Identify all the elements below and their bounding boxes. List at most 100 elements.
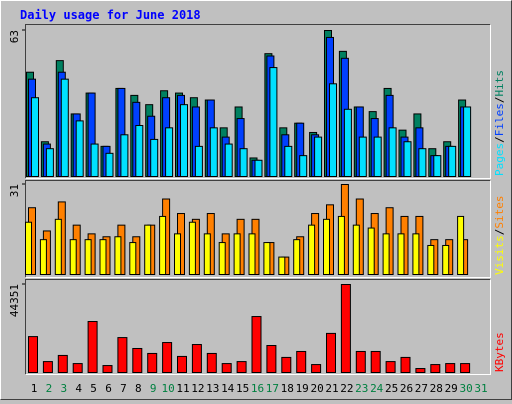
panel-frame-light [25, 279, 491, 375]
x-tick-label: 21 [325, 382, 338, 395]
bar [120, 134, 129, 178]
bar [296, 350, 307, 373]
bar [251, 316, 262, 373]
x-tick-label: 9 [150, 382, 157, 395]
x-tick-label: 10 [161, 382, 174, 395]
x-tick-label: 3 [60, 382, 67, 395]
bar [54, 218, 62, 276]
bar [162, 342, 173, 373]
bar [31, 97, 39, 177]
bar [75, 120, 84, 177]
bar [221, 363, 232, 374]
bar [105, 152, 114, 177]
x-tick-label: 31 [474, 382, 487, 395]
bar [373, 136, 382, 178]
bar [358, 136, 367, 178]
x-tick-label: 25 [385, 382, 398, 395]
bar [340, 284, 351, 373]
bar [448, 145, 457, 177]
bar [299, 155, 308, 177]
bar [177, 355, 187, 374]
bar [114, 236, 122, 276]
legend: KBytes [493, 332, 506, 372]
legend-separator: / [493, 229, 506, 236]
bar [57, 354, 68, 374]
x-tick-label: 28 [430, 382, 443, 395]
legend: Pages/Files/Hits [493, 70, 506, 176]
bar [102, 365, 113, 373]
bar [248, 233, 256, 276]
bar [457, 215, 465, 276]
bar [159, 215, 167, 276]
bar [60, 78, 69, 177]
bar [90, 143, 99, 177]
x-tick-label: 27 [415, 382, 428, 395]
bar [433, 155, 442, 177]
bar [278, 256, 286, 276]
bar [352, 224, 360, 275]
y-tick-label: 31 [8, 184, 21, 197]
bar [367, 227, 375, 275]
x-tick-label: 1 [31, 382, 38, 395]
bar [314, 136, 323, 178]
x-tick-label: 26 [400, 382, 413, 395]
bar [39, 239, 47, 275]
bar [218, 242, 226, 275]
bar [129, 242, 137, 275]
bar [343, 108, 352, 177]
x-tick-label: 16 [251, 382, 264, 395]
bar [236, 361, 247, 374]
bar [239, 148, 248, 177]
bar [388, 127, 397, 178]
bar [254, 159, 263, 177]
bar [233, 233, 241, 276]
x-tick-label: 30 [459, 382, 472, 395]
bar [385, 361, 396, 374]
bar [42, 361, 53, 374]
bar [180, 104, 188, 177]
x-tick-label: 13 [206, 382, 219, 395]
bar [460, 363, 471, 374]
bar [397, 233, 405, 276]
panel-frame-light [25, 180, 491, 278]
bar [99, 239, 107, 275]
bar [84, 239, 92, 275]
bar [135, 125, 144, 178]
bar [117, 337, 128, 374]
bar [308, 224, 316, 275]
bar [174, 233, 181, 276]
x-tick-label: 2 [46, 382, 53, 395]
bar [370, 350, 381, 373]
bar [326, 332, 336, 373]
bar [147, 352, 158, 374]
chart-title: Daily usage for June 2018 [20, 8, 201, 22]
panel-frame-dark [25, 24, 491, 179]
x-tick-label: 19 [296, 382, 309, 395]
bar [87, 321, 98, 373]
x-tick-label: 7 [120, 382, 127, 395]
x-tick-label: 18 [281, 382, 294, 395]
y-tick-label: 63 [8, 30, 21, 43]
bar [329, 83, 337, 177]
legend-entry: Files [493, 103, 506, 136]
x-tick-label: 4 [75, 382, 82, 395]
legend: Visits/Sites [493, 196, 506, 276]
bar [427, 244, 435, 275]
bar [69, 239, 77, 275]
bar [209, 127, 218, 178]
x-tick-label: 20 [310, 382, 323, 395]
bar [72, 363, 83, 374]
bar [203, 233, 211, 276]
bar [224, 143, 233, 177]
panel-frame-dark [25, 279, 491, 375]
bar [269, 67, 278, 177]
bar [415, 368, 426, 373]
legend-entry: Visits [493, 235, 506, 275]
bar [463, 106, 472, 177]
bar [337, 215, 345, 276]
bar [28, 336, 38, 373]
bar [132, 347, 143, 373]
x-tick-label: 14 [221, 382, 235, 395]
bar [281, 356, 292, 373]
